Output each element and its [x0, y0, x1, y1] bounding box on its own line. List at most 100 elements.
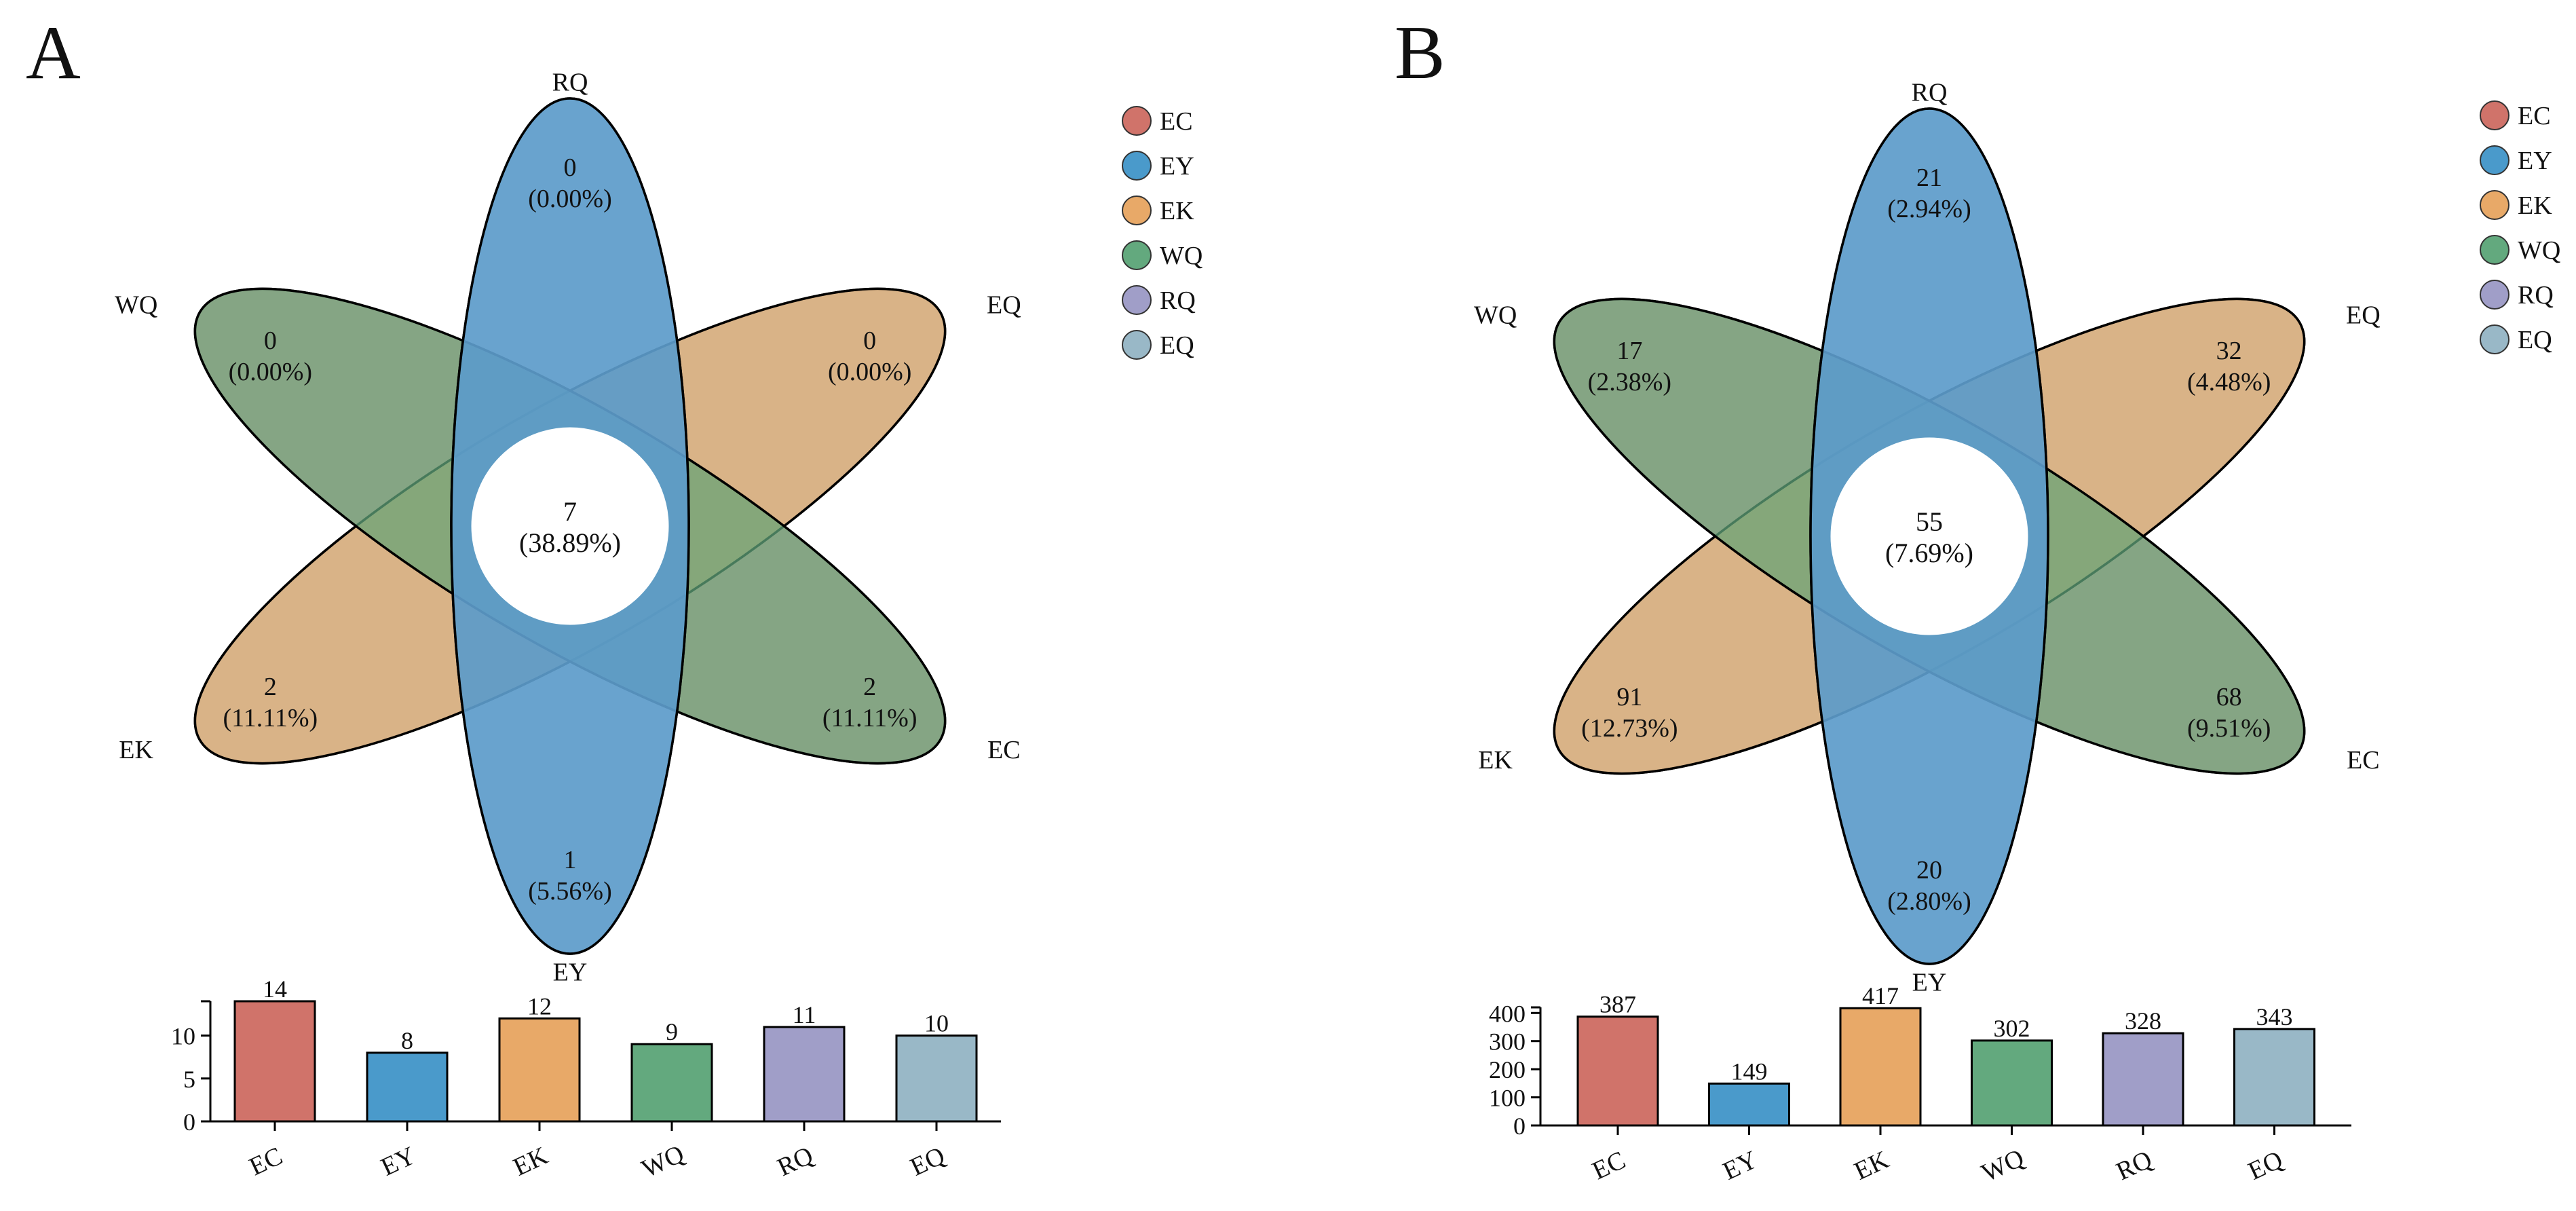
- panel-A: A 7(38.89%) 0 (0.00%) RQ 0 (0.00%) EQ 2 (11.11%) E…: [26, 11, 1202, 1184]
- petal-label-wq: WQ: [1474, 301, 1517, 329]
- x-tick-label-ey: EY: [377, 1141, 420, 1181]
- petal-percent-wq: (2.38%): [1588, 368, 1671, 396]
- bar-ek: [1839, 1007, 1922, 1127]
- y-tick-label: 0: [183, 1108, 195, 1136]
- petal-percent-ec: (11.11%): [822, 704, 917, 732]
- legend-label-ec: EC: [2518, 102, 2551, 130]
- bar-value-wq: 302: [1994, 1015, 2030, 1042]
- y-tick-label: 5: [183, 1066, 195, 1093]
- legend-label-eq: EQ: [1160, 331, 1194, 360]
- petal-label-ey: EY: [1912, 969, 1947, 997]
- petal-label-wq: WQ: [115, 291, 157, 319]
- venn-center-count: 55: [1916, 506, 1943, 537]
- legend-label-ey: EY: [1160, 152, 1194, 181]
- x-tick-label-ey: EY: [1719, 1145, 1762, 1185]
- x-tick-label-eq: EQ: [2244, 1145, 2288, 1185]
- legend-label-rq: RQ: [1160, 286, 1196, 315]
- legend-swatch-wq: [2480, 235, 2509, 265]
- petal-label-rq: RQ: [1912, 79, 1948, 107]
- petal-label-rq: RQ: [552, 69, 588, 97]
- bar-value-rq: 11: [793, 1001, 816, 1028]
- y-tick-label: 400: [1489, 1000, 1526, 1027]
- legend-label-ec: EC: [1160, 107, 1193, 136]
- legend-swatch-ec: [1122, 106, 1152, 136]
- bar-chart: 0 5 10 14 EC 8 EY 12 EK 9 WQ 11 RQ 10 EQ: [171, 975, 1001, 1184]
- legend: EC EY EK WQ RQ EQ: [2480, 100, 2560, 354]
- petal-value-eq: 0: [863, 327, 876, 355]
- legend-swatch-rq: [1122, 285, 1152, 315]
- petal-percent-rq: (2.94%): [1887, 195, 1971, 223]
- legend-label-ek: EK: [1160, 197, 1194, 225]
- legend-label-rq: RQ: [2518, 281, 2554, 310]
- bar-value-ec: 14: [263, 975, 287, 1003]
- bar-eq: [2233, 1028, 2315, 1127]
- bar-value-ey: 8: [401, 1027, 413, 1054]
- venn-center-percent: (38.89%): [519, 527, 621, 558]
- petal-value-ey: 1: [564, 846, 577, 874]
- petal-percent-ek: (12.73%): [1581, 714, 1678, 743]
- bar-rq: [763, 1026, 846, 1123]
- legend-swatch-ek: [2480, 190, 2509, 220]
- y-tick-label: 200: [1489, 1056, 1526, 1083]
- legend-swatch-eq: [1122, 330, 1152, 360]
- venn-flower: 7(38.89%) 0 (0.00%) RQ 0 (0.00%) EQ 2 (11.11%) EC…: [115, 69, 1021, 987]
- y-tick-label: 100: [1489, 1085, 1526, 1112]
- x-tick-label-wq: WQ: [1977, 1144, 2028, 1188]
- petal-value-rq: 0: [564, 153, 577, 182]
- petal-label-ey: EY: [553, 958, 588, 987]
- petal-value-rq: 21: [1916, 164, 1942, 192]
- bar-value-ek: 417: [1862, 982, 1899, 1009]
- legend-label-eq: EQ: [2518, 326, 2552, 354]
- legend-swatch-wq: [1122, 240, 1152, 270]
- panel-label: A: [26, 11, 81, 95]
- petal-percent-ec: (9.51%): [2187, 714, 2271, 743]
- bar-wq: [630, 1043, 713, 1123]
- legend-swatch-ey: [1122, 151, 1152, 181]
- panel-B: B 55(7.69%) 21 (2.94%) RQ 32 (4.48%) EQ 68 (9.51%…: [1395, 11, 2560, 1188]
- bar-ey: [1708, 1082, 1790, 1127]
- legend-swatch-eq: [2480, 324, 2509, 354]
- bar-rq: [2102, 1032, 2184, 1127]
- y-tick-label: 0: [1513, 1113, 1526, 1140]
- bar-eq: [895, 1035, 978, 1123]
- x-tick-label-ec: EC: [245, 1142, 287, 1182]
- venn-center-count: 7: [563, 496, 577, 527]
- legend-swatch-rq: [2480, 280, 2509, 310]
- petal-percent-ey: (5.56%): [528, 877, 611, 906]
- legend-label-wq: WQ: [2518, 236, 2560, 265]
- venn-center-circle: [471, 427, 669, 625]
- x-tick-label-rq: RQ: [2112, 1145, 2157, 1186]
- petal-label-ec: EC: [987, 736, 1021, 764]
- x-tick-label-rq: RQ: [773, 1141, 818, 1182]
- bar-value-eq: 10: [924, 1010, 949, 1037]
- bar-ek: [498, 1017, 581, 1123]
- petal-label-eq: EQ: [2346, 301, 2381, 329]
- petal-percent-eq: (0.00%): [828, 358, 911, 386]
- x-tick-label-ek: EK: [509, 1141, 552, 1182]
- panel-label: B: [1395, 11, 1445, 95]
- petal-value-ek: 91: [1616, 683, 1642, 711]
- petal-value-wq: 17: [1616, 337, 1642, 365]
- legend-swatch-ek: [1122, 195, 1152, 225]
- x-tick-label-ek: EK: [1850, 1145, 1893, 1186]
- petal-value-ek: 2: [264, 673, 277, 701]
- legend-label-ek: EK: [2518, 191, 2552, 220]
- venn-center-circle: [1830, 437, 2028, 635]
- petal-percent-eq: (4.48%): [2187, 368, 2271, 396]
- petal-value-ey: 20: [1916, 856, 1942, 884]
- bar-wq: [1971, 1039, 2053, 1127]
- venn-center-percent: (7.69%): [1885, 538, 1973, 568]
- legend-label-wq: WQ: [1160, 242, 1202, 270]
- petal-percent-ey: (2.80%): [1887, 887, 1971, 916]
- petal-label-ek: EK: [119, 736, 153, 764]
- y-tick-label: 10: [171, 1023, 195, 1050]
- bar-ey: [366, 1051, 449, 1123]
- legend-swatch-ey: [2480, 145, 2509, 175]
- petal-value-eq: 32: [2216, 337, 2242, 365]
- petal-label-ek: EK: [1478, 746, 1513, 775]
- petal-label-eq: EQ: [987, 291, 1021, 319]
- bar-ec: [233, 1000, 316, 1123]
- petal-value-ec: 68: [2216, 683, 2242, 711]
